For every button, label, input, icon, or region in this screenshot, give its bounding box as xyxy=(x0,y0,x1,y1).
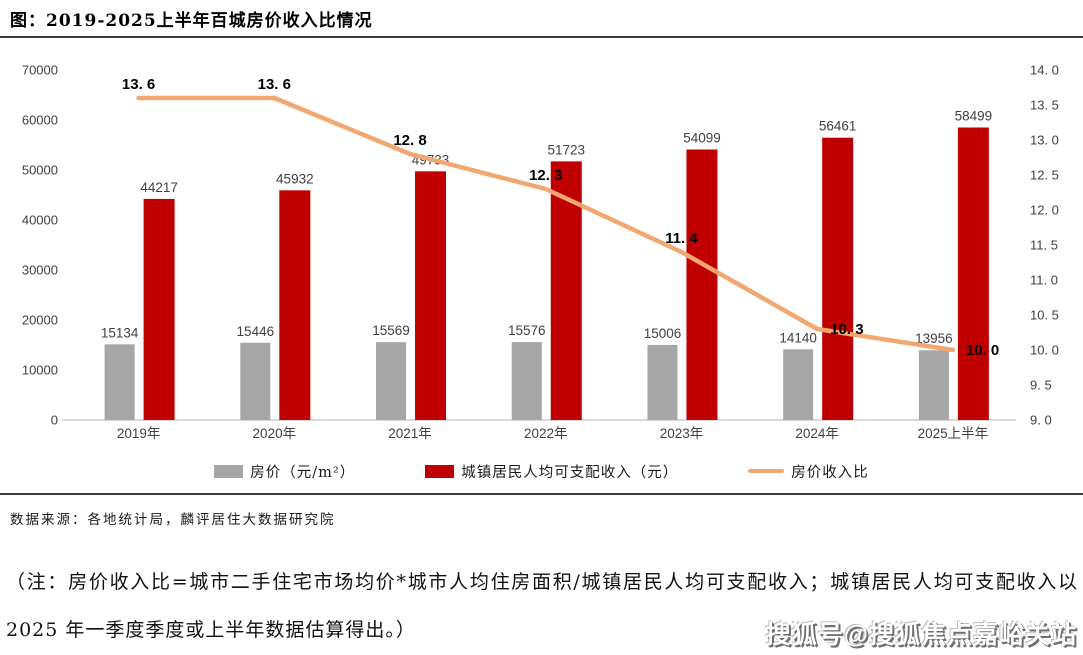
y-axis-right-tick-label: 9. 0 xyxy=(1030,413,1052,428)
watermark: 搜狐号@搜狐焦点嘉峪关站 xyxy=(765,621,1077,649)
y-axis-right-tick-label: 12. 5 xyxy=(1030,168,1059,183)
bar-house-price xyxy=(783,349,814,420)
legend-item-house-price: 房价（元/m²） xyxy=(214,461,355,482)
bar-house-price xyxy=(918,350,949,420)
title-divider xyxy=(0,36,1083,38)
y-axis-right-tick-label: 10. 0 xyxy=(1030,343,1059,358)
bar-house-price-value-label: 13956 xyxy=(915,331,953,346)
source-divider xyxy=(0,493,1083,495)
x-axis-category-label: 2019年 xyxy=(117,426,161,441)
combo-chart: 0 10000 20000 30000 40000 50000 60000 70000 9. 0… xyxy=(22,63,1059,442)
bar-income xyxy=(415,171,447,420)
y-axis-left-tick-label: 60000 xyxy=(22,113,58,128)
y-axis-right-tick-label: 13. 0 xyxy=(1030,133,1059,148)
line-point-value-label: 13. 6 xyxy=(258,76,291,93)
chart-legend: 房价（元/m²） 城镇居民人均可支配收入（元） 房价收入比 xyxy=(0,460,1083,482)
bar-house-price xyxy=(104,344,135,420)
x-axis-category-label: 2020年 xyxy=(253,426,297,441)
note-text: （注：房价收入比=城市二手住宅市场均价*城市人均住房面积/城镇居民人均可支配收入… xyxy=(6,571,1078,641)
chart-title: 图：2019-2025上半年百城房价收入比情况 xyxy=(10,11,373,31)
bar-income xyxy=(279,190,311,420)
bar-income-value-label: 54099 xyxy=(683,131,721,146)
line-point-value-label: 10. 3 xyxy=(830,321,863,338)
legend-item-disposable-income: 城镇居民人均可支配收入（元） xyxy=(425,461,678,482)
y-axis-right-tick-label: 9. 5 xyxy=(1030,378,1052,393)
y-axis-left-tick-label: 30000 xyxy=(22,263,58,278)
legend-swatch-price-income-ratio xyxy=(748,468,785,474)
bar-house-price xyxy=(240,342,271,420)
x-axis-category-label: 2022年 xyxy=(524,426,568,441)
legend-label-price-income-ratio: 房价收入比 xyxy=(791,464,869,481)
bar-income xyxy=(822,137,854,420)
bar-house-price-value-label: 15576 xyxy=(508,323,546,338)
data-source: 数据来源：各地统计局，麟评居住大数据研究院 xyxy=(10,512,336,528)
line-point-value-label: 12. 8 xyxy=(393,132,426,149)
y-axis-right-tick-label: 11. 0 xyxy=(1030,273,1058,288)
line-point-value-label: 13. 6 xyxy=(122,76,155,93)
y-axis-right-tick-label: 12. 0 xyxy=(1030,203,1059,218)
y-axis-right-tick-label: 11. 5 xyxy=(1030,238,1058,253)
bar-house-price-value-label: 14140 xyxy=(779,330,817,345)
legend-item-price-income-ratio: 房价收入比 xyxy=(748,461,869,482)
y-axis-right-tick-label: 10. 5 xyxy=(1030,308,1059,323)
bar-income-value-label: 45932 xyxy=(276,171,314,186)
y-axis-left-tick-label: 70000 xyxy=(22,63,58,78)
line-point-value-label: 10. 0 xyxy=(966,342,999,359)
y-axis-right-tick-label: 14. 0 xyxy=(1030,63,1059,78)
bar-house-price-value-label: 15134 xyxy=(101,325,139,340)
price-income-ratio-line xyxy=(136,95,956,353)
y-axis-left-tick-label: 10000 xyxy=(22,363,58,378)
line-point-value-label: 12. 3 xyxy=(529,167,562,184)
x-axis-category-label: 2023年 xyxy=(660,426,704,441)
bar-income-value-label: 56461 xyxy=(819,119,857,134)
bar-house-price-value-label: 15569 xyxy=(372,323,410,338)
bar-income-value-label: 51723 xyxy=(547,142,585,157)
bar-income xyxy=(143,198,175,420)
legend-label-house-price: 房价（元/m²） xyxy=(250,464,356,481)
legend-swatch-house-price xyxy=(214,464,244,478)
line-point-value-label: 11. 4 xyxy=(665,230,698,247)
bar-income-value-label: 58499 xyxy=(955,109,993,124)
bar-income xyxy=(686,149,718,420)
legend-label-disposable-income: 城镇居民人均可支配收入（元） xyxy=(461,464,679,481)
bar-income xyxy=(957,127,989,420)
bar-house-price-value-label: 15446 xyxy=(237,324,275,339)
y-axis-left-tick-label: 20000 xyxy=(22,313,58,328)
y-axis-left-tick-label: 0 xyxy=(51,413,58,428)
y-axis-left-tick-label: 40000 xyxy=(22,213,58,228)
x-axis-category-label: 2024年 xyxy=(795,426,839,441)
bar-house-price-value-label: 15006 xyxy=(644,326,682,341)
bar-house-price xyxy=(376,342,407,420)
bar-income-value-label: 44217 xyxy=(140,180,178,195)
legend-swatch-disposable-income xyxy=(425,464,455,478)
y-axis-right-tick-label: 13. 5 xyxy=(1030,98,1059,113)
bar-house-price xyxy=(647,344,678,420)
x-axis-category-label: 2021年 xyxy=(388,426,432,441)
bar-house-price xyxy=(511,342,542,420)
y-axis-left-tick-label: 50000 xyxy=(22,163,58,178)
x-axis-category-label: 2025上半年 xyxy=(918,426,989,441)
